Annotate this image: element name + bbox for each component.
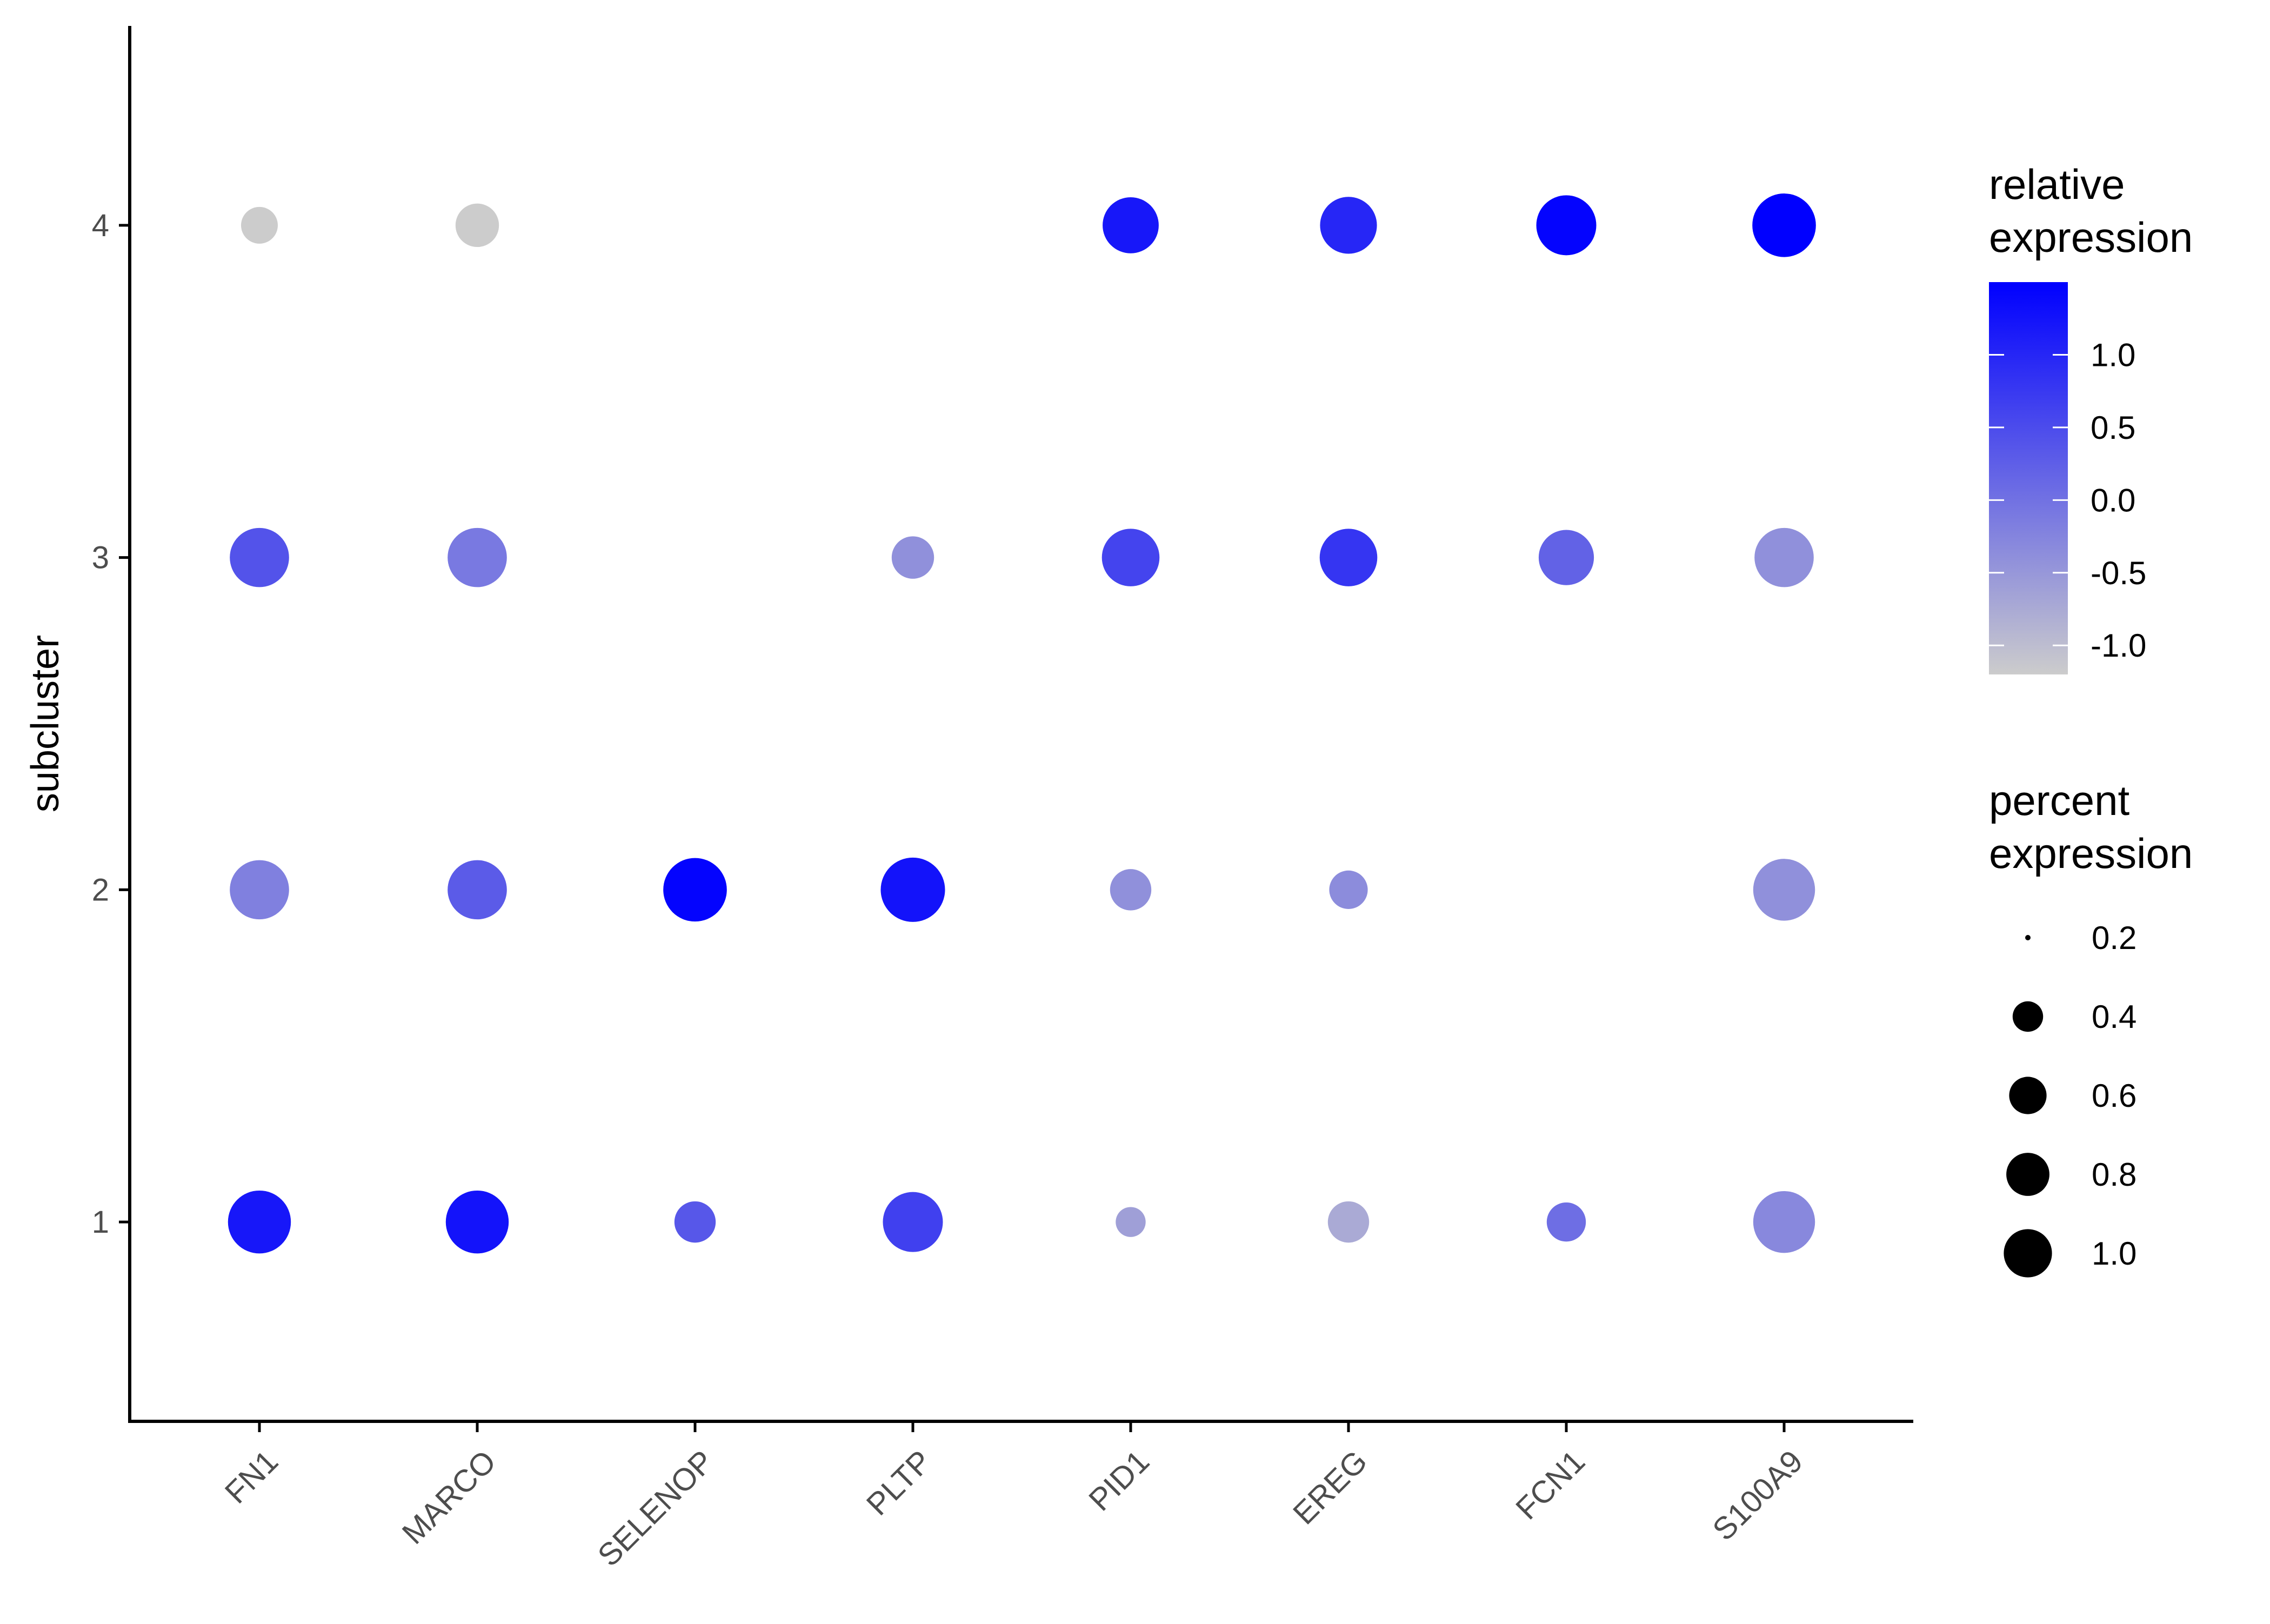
dot-pid1-2	[1110, 869, 1152, 911]
dot-fcn1-1	[1546, 1202, 1586, 1242]
dot-pid1-3	[1101, 529, 1160, 586]
size-legend: percent expression 0.2 0.4 0.6 0.8 1.0	[1989, 777, 2193, 1278]
y-tick-labels: 1 2 3 4	[92, 208, 130, 1240]
size-legend-label: 0.4	[2092, 999, 2137, 1035]
color-legend-title: relative	[1989, 161, 2125, 208]
dot-ereg-4	[1320, 197, 1377, 254]
size-legend-dot	[2012, 1001, 2044, 1032]
dot-ereg-2	[1329, 870, 1368, 909]
color-bar	[1989, 282, 2068, 674]
size-legend-title: percent	[1989, 777, 2129, 824]
dot-fn1-1	[228, 1190, 291, 1254]
x-tick-label: S100A9	[1706, 1443, 1810, 1547]
color-legend: relative expression 1.0 0.5 0.0 -0.5 -1.0	[1989, 161, 2193, 674]
dot-selenop-2	[663, 858, 727, 922]
dot-ereg-3	[1319, 529, 1378, 586]
x-tick-label: SELENOP	[591, 1443, 720, 1573]
dot-marco-3	[448, 527, 507, 587]
dot-s100a9-2	[1753, 859, 1815, 921]
dot-marco-2	[448, 860, 507, 920]
dot-marco-1	[445, 1190, 509, 1254]
dot-fn1-2	[230, 860, 289, 920]
size-legend-dot	[2006, 1153, 2049, 1196]
dot-fcn1-3	[1538, 530, 1594, 585]
y-tick-label: 4	[92, 208, 109, 243]
color-legend-label: -1.0	[2091, 627, 2146, 664]
y-tick-label: 2	[92, 872, 109, 907]
size-legend-label: 0.6	[2092, 1078, 2137, 1114]
size-legend-dot	[2004, 1229, 2052, 1278]
x-tick-labels: FN1 MARCO SELENOP PLTP PID1 EREG FCN1 S100A9	[218, 1421, 1810, 1573]
dot-pid1-1	[1116, 1207, 1146, 1237]
dot-pid1-4	[1103, 197, 1159, 253]
x-tick-label: FCN1	[1509, 1443, 1592, 1526]
size-legend-dot	[2025, 935, 2031, 940]
size-legend-label: 0.2	[2092, 920, 2137, 956]
color-legend-label: 0.0	[2091, 482, 2135, 518]
dot-fn1-3	[230, 527, 289, 587]
x-tick-label: MARCO	[396, 1443, 503, 1551]
dot-fcn1-4	[1536, 195, 1597, 256]
dot-pltp-1	[883, 1192, 943, 1252]
y-tick-label: 3	[92, 540, 109, 576]
axes-layer	[128, 26, 1913, 1423]
x-tick-label: EREG	[1286, 1443, 1374, 1531]
color-legend-label: 1.0	[2091, 337, 2135, 373]
y-tick-label: 1	[92, 1205, 109, 1240]
dot-s100a9-1	[1753, 1191, 1815, 1253]
dot-marco-4	[455, 203, 499, 248]
size-legend-label: 1.0	[2092, 1235, 2137, 1272]
y-axis-title: subcluster	[24, 635, 67, 812]
dot-selenop-1	[674, 1201, 716, 1243]
size-legend-title: expression	[1989, 830, 2193, 877]
x-tick-label: PID1	[1082, 1443, 1156, 1518]
points-layer	[228, 193, 1816, 1254]
size-legend-label: 0.8	[2092, 1157, 2137, 1193]
size-legend-dot	[2009, 1077, 2047, 1114]
x-tick-label: PLTP	[860, 1443, 938, 1522]
dot-s100a9-3	[1754, 527, 1814, 587]
dot-pltp-3	[891, 536, 934, 579]
color-legend-title: expression	[1989, 213, 2193, 261]
x-tick-label: FN1	[218, 1443, 285, 1510]
dot-ereg-1	[1327, 1201, 1370, 1243]
dot-fn1-4	[241, 206, 278, 244]
dot-pltp-2	[880, 857, 945, 922]
color-legend-label: -0.5	[2091, 555, 2146, 591]
color-legend-label: 0.5	[2091, 410, 2135, 446]
dot-s100a9-4	[1752, 193, 1816, 257]
